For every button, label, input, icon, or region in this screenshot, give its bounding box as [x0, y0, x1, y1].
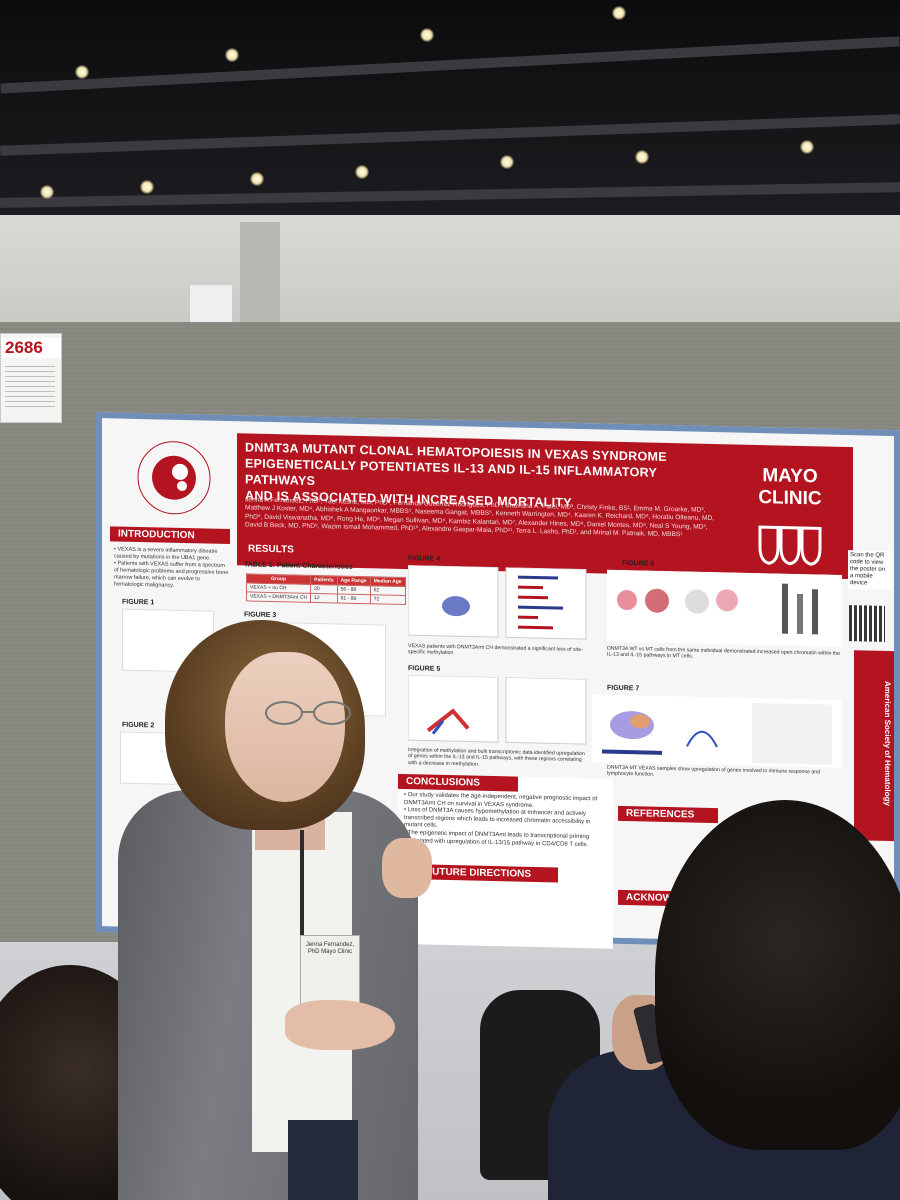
ceiling-light: [635, 150, 649, 164]
research-poster: DNMT3A MUTANT CLONAL HEMATOPOIESIS IN VE…: [96, 412, 900, 951]
ceiling-light: [225, 48, 239, 62]
lanyard: [300, 830, 304, 940]
figure-7-plots: [592, 694, 842, 768]
ceiling-light: [800, 140, 814, 154]
presenter-open-hand: [285, 1000, 395, 1050]
ceiling-light: [420, 28, 434, 42]
name-badge-text: Jenna Fernandez, PhD Mayo Clinic: [305, 942, 355, 955]
conclusions-text: • Our study validates the age-independen…: [404, 792, 609, 850]
viewer-hair: [655, 800, 900, 1150]
figure-5-label: FIGURE 5: [408, 665, 441, 673]
ceiling-light: [612, 6, 626, 20]
presenter-face: [225, 652, 345, 802]
figure-4-label: FIGURE 4: [408, 555, 441, 563]
poster-sidebar: American Society of Hematology: [854, 650, 894, 842]
figure-6-plots: [607, 569, 842, 647]
glasses-icon: [265, 701, 351, 725]
patient-characteristics-table: Group Patients Age Range Median Age VEXA…: [246, 573, 406, 605]
figure-4-plots: [408, 565, 587, 640]
ceiling-light: [40, 185, 54, 199]
conclusion-bullet: • The epigenetic impact of DNMT3Amt lead…: [404, 829, 590, 848]
ceiling-beam: [0, 182, 900, 208]
ceiling-beam: [0, 36, 900, 94]
ceiling-light: [355, 165, 369, 179]
table-cell: 12: [310, 593, 338, 603]
future-directions-heading: FUTURE DIRECTIONS: [418, 864, 558, 883]
ceiling-beam: [0, 114, 900, 156]
results-heading: RESULTS: [240, 541, 370, 560]
table-cell: VEXAS + DNMT3Amt CH: [246, 591, 311, 603]
presenter-raised-hand: [382, 838, 432, 898]
sidebar-text: American Society of Hematology: [883, 680, 892, 806]
figure-6-label: FIGURE 6: [622, 559, 655, 568]
figure-1-label: FIGURE 1: [122, 598, 155, 607]
figure-4-caption: VEXAS patients with DNMT3Amt CH demonstr…: [408, 643, 583, 657]
figure-2-label: FIGURE 2: [122, 721, 155, 730]
figure-3-label: FIGURE 3: [244, 611, 277, 620]
booth-number: 2686: [1, 338, 61, 358]
ceiling-light: [75, 65, 89, 79]
ash-logo: [137, 441, 211, 515]
conclusions-heading: CONCLUSIONS: [398, 773, 518, 792]
poster-header: DNMT3A MUTANT CLONAL HEMATOPOIESIS IN VE…: [237, 433, 853, 580]
presenter-pants: [288, 1120, 358, 1200]
mayo-clinic-logo-text: MAYO CLINIC: [758, 465, 822, 510]
figure-5-caption: Integration of methylation and bulk tran…: [408, 747, 585, 768]
mayo-shield-icon: [758, 525, 822, 566]
concrete-column: [240, 222, 280, 332]
ceiling-light: [250, 172, 264, 186]
intro-bullet: • Patients with VEXAS suffer from a spec…: [114, 560, 229, 589]
booth-card-fine-print: [5, 366, 55, 411]
scan-qr-note: Scan the QR code to view the poster on a…: [848, 550, 892, 591]
table-cell: 61 - 89: [337, 593, 371, 604]
references-heading: REFERENCES: [618, 805, 718, 824]
qr-code: [849, 605, 885, 642]
introduction-text: • VEXAS is a severe inflammatory disease…: [114, 546, 229, 591]
ceiling-light: [500, 155, 514, 169]
back-wall: [0, 215, 900, 335]
table-title: TABLE 1: Patient Characteristics: [244, 561, 353, 571]
ceiling-light: [140, 180, 154, 194]
booth-number-card: 2686: [0, 333, 62, 423]
introduction-heading: INTRODUCTION: [110, 526, 230, 545]
figure-5-plots: [408, 675, 587, 745]
table-cell: 72: [370, 594, 406, 605]
figure-7-label: FIGURE 7: [607, 684, 640, 693]
